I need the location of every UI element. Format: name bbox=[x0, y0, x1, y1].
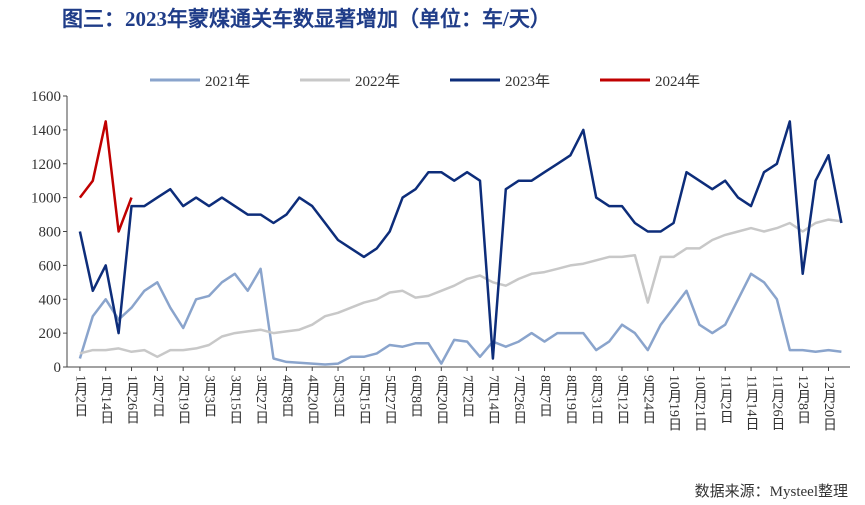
x-tick-label: 9月24日 bbox=[640, 375, 656, 424]
x-tick-label: 6月8日 bbox=[408, 375, 424, 417]
y-tick-label: 600 bbox=[39, 258, 62, 274]
x-tick-label: 8月7日 bbox=[537, 375, 553, 417]
x-tick-label: 9月12日 bbox=[614, 375, 630, 424]
x-tick-label: 3月3日 bbox=[201, 375, 217, 417]
x-tick-label: 5月3日 bbox=[331, 375, 347, 417]
x-tick-label: 10月21日 bbox=[692, 375, 708, 431]
y-tick-label: 1000 bbox=[31, 191, 61, 207]
x-tick-label: 11月2日 bbox=[718, 375, 734, 424]
x-tick-label: 10月19日 bbox=[666, 375, 682, 431]
x-tick-label: 12月8日 bbox=[795, 375, 811, 424]
y-tick-label: 400 bbox=[39, 292, 62, 308]
x-tick-label: 7月26日 bbox=[511, 375, 527, 424]
x-tick-label: 8月31日 bbox=[589, 375, 605, 424]
y-tick-label: 1400 bbox=[31, 123, 61, 139]
legend-label: 2022年 bbox=[355, 73, 400, 90]
chart-title: 图三：2023年蒙煤通关车数显著增加（单位：车/天） bbox=[62, 7, 551, 31]
x-tick-label: 11月26日 bbox=[769, 375, 785, 431]
y-tick-label: 0 bbox=[54, 360, 62, 376]
y-tick-label: 800 bbox=[39, 225, 62, 241]
x-tick-label: 7月14日 bbox=[485, 375, 501, 424]
x-tick-label: 6月20日 bbox=[434, 375, 450, 424]
y-tick-label: 1600 bbox=[31, 89, 61, 105]
x-tick-label: 12月20日 bbox=[821, 375, 837, 431]
y-tick-label: 200 bbox=[39, 326, 62, 342]
legend-label: 2024年 bbox=[655, 73, 700, 90]
x-tick-label: 2月19日 bbox=[176, 375, 192, 424]
x-tick-label: 3月15日 bbox=[227, 375, 243, 424]
x-tick-label: 3月27日 bbox=[253, 375, 269, 424]
x-tick-label: 7月2日 bbox=[460, 375, 476, 417]
source: 数据来源：Mysteel整理 bbox=[695, 483, 848, 500]
x-tick-label: 1月14日 bbox=[98, 375, 114, 424]
series-line bbox=[78, 120, 133, 233]
x-tick-label: 8月19日 bbox=[563, 375, 579, 424]
x-tick-label: 5月27日 bbox=[382, 375, 398, 424]
legend-label: 2021年 bbox=[205, 73, 250, 90]
series-line bbox=[78, 120, 843, 360]
series-line bbox=[79, 218, 842, 359]
y-tick-label: 1200 bbox=[31, 157, 61, 173]
legend-label: 2023年 bbox=[505, 73, 550, 90]
x-tick-label: 2月7日 bbox=[150, 375, 166, 417]
x-tick-label: 4月8日 bbox=[279, 375, 295, 417]
series-line bbox=[78, 267, 842, 366]
x-tick-label: 11月14日 bbox=[744, 375, 760, 431]
x-tick-label: 5月15日 bbox=[356, 375, 372, 424]
x-tick-label: 1月26日 bbox=[124, 375, 140, 424]
x-tick-label: 1月2日 bbox=[72, 375, 88, 417]
x-tick-label: 4月20日 bbox=[305, 375, 321, 424]
